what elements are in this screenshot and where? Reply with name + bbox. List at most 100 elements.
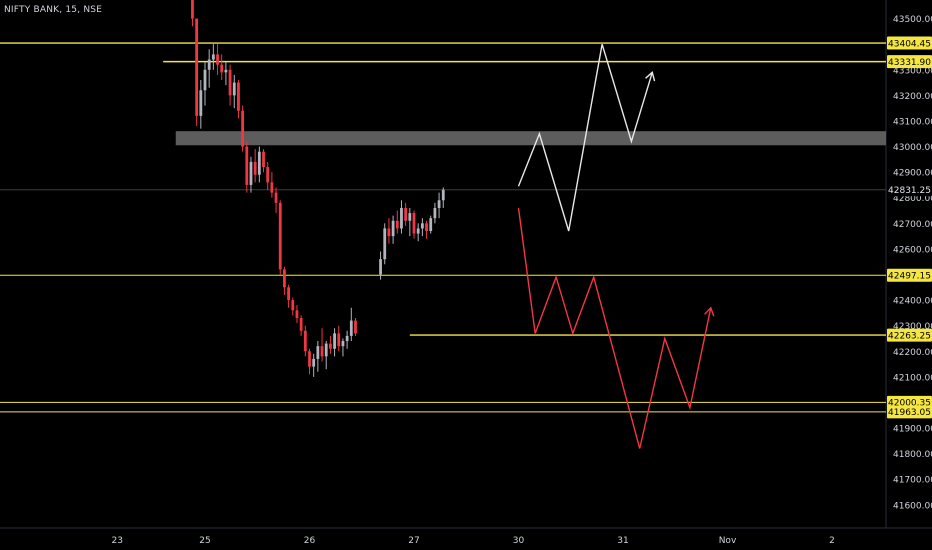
candle bbox=[433, 202, 437, 224]
candle-body bbox=[404, 207, 408, 221]
candle bbox=[278, 200, 282, 275]
level-price-label: 42000.35 bbox=[888, 399, 931, 409]
candle bbox=[420, 218, 424, 237]
candle bbox=[195, 18, 199, 127]
level-price-label: 41963.05 bbox=[888, 408, 931, 418]
candle bbox=[333, 328, 336, 357]
level-price-label: 43331.90 bbox=[888, 58, 931, 68]
candle bbox=[324, 341, 328, 370]
price-tick-label: 42800.00 bbox=[893, 194, 932, 204]
candle bbox=[274, 187, 278, 214]
chart-title: NIFTY BANK, 15, NSE bbox=[4, 5, 103, 15]
projection-arrowhead-up bbox=[645, 71, 656, 82]
price-tick-label: 41700.00 bbox=[893, 476, 932, 486]
candle-body bbox=[220, 64, 224, 73]
level-price-label-box bbox=[887, 36, 932, 50]
projection-path-down bbox=[517, 207, 712, 449]
candle bbox=[387, 218, 391, 244]
candle bbox=[224, 62, 228, 86]
candle bbox=[257, 146, 261, 183]
candle-body bbox=[425, 223, 428, 231]
projection-path-up bbox=[517, 43, 653, 232]
candle-body bbox=[257, 151, 261, 175]
candle bbox=[395, 210, 399, 234]
candle-body bbox=[337, 333, 341, 347]
candle-body bbox=[400, 207, 403, 229]
candle bbox=[228, 64, 232, 106]
candle bbox=[241, 105, 245, 152]
candle-body bbox=[441, 189, 445, 201]
candle-body bbox=[387, 228, 391, 237]
price-tick-label: 42400.00 bbox=[893, 297, 932, 307]
candle bbox=[207, 49, 211, 88]
candle bbox=[211, 44, 215, 70]
candle bbox=[400, 200, 403, 234]
candle bbox=[220, 54, 224, 81]
candle-body bbox=[391, 220, 395, 237]
candle bbox=[312, 353, 316, 377]
candle-body bbox=[287, 287, 290, 301]
candle bbox=[253, 149, 257, 183]
time-tick-label: 25 bbox=[199, 536, 210, 546]
candle-body bbox=[224, 69, 228, 73]
time-tick-label: Nov bbox=[719, 536, 737, 546]
candle bbox=[404, 202, 408, 226]
candle-body bbox=[299, 318, 303, 331]
candle-body bbox=[303, 330, 307, 352]
candle bbox=[303, 325, 307, 357]
candle-body bbox=[291, 300, 295, 311]
candle-body bbox=[429, 218, 433, 231]
price-tick-label: 43200.00 bbox=[893, 92, 932, 102]
candle-body bbox=[312, 358, 316, 367]
candle-body bbox=[262, 151, 265, 168]
candle-body bbox=[324, 343, 328, 357]
level-price-label-box bbox=[887, 55, 932, 69]
candle-body bbox=[199, 90, 203, 116]
candle-body bbox=[395, 220, 399, 229]
candle bbox=[412, 210, 416, 239]
candle bbox=[425, 220, 428, 239]
candle-body bbox=[316, 346, 320, 359]
candle bbox=[383, 223, 387, 265]
time-tick-label: 2 bbox=[829, 536, 835, 546]
candle-body bbox=[349, 320, 353, 336]
resistance-zone bbox=[175, 131, 887, 146]
price-tick-label: 42200.00 bbox=[893, 348, 932, 358]
price-tick-label: 41600.00 bbox=[893, 501, 932, 511]
candle bbox=[299, 315, 303, 336]
candle bbox=[416, 223, 420, 242]
candle-body bbox=[412, 213, 416, 234]
level-price-label: 43404.45 bbox=[888, 39, 931, 49]
candle-body bbox=[437, 200, 441, 208]
candle bbox=[329, 335, 332, 354]
candle-body bbox=[320, 346, 324, 357]
candle bbox=[203, 62, 207, 106]
candle bbox=[320, 328, 324, 362]
level-price-label-box bbox=[887, 405, 932, 419]
price-tick-label: 42900.00 bbox=[893, 169, 932, 179]
price-tick-label: 42300.00 bbox=[893, 322, 932, 332]
level-price-label: 42263.25 bbox=[888, 331, 931, 341]
candle bbox=[408, 207, 412, 237]
candle bbox=[262, 149, 265, 173]
candle-body bbox=[253, 161, 257, 175]
candle-body bbox=[249, 161, 253, 185]
price-tick-label: 41900.00 bbox=[893, 425, 932, 435]
candle-body bbox=[274, 192, 278, 203]
candle bbox=[341, 338, 345, 357]
level-price-label: 42497.15 bbox=[888, 272, 931, 282]
candle-body bbox=[408, 213, 412, 221]
candle bbox=[283, 266, 286, 295]
projection-arrowhead-down bbox=[704, 306, 715, 317]
candle-body bbox=[241, 110, 245, 147]
candle-body bbox=[283, 269, 286, 288]
candle bbox=[216, 44, 219, 75]
candle-body bbox=[420, 223, 424, 229]
candle bbox=[237, 80, 240, 119]
candle bbox=[354, 318, 357, 336]
price-tick-label: 43300.00 bbox=[893, 66, 932, 76]
level-price-label-box bbox=[887, 268, 932, 282]
candle-body bbox=[216, 54, 219, 65]
candle bbox=[429, 215, 433, 234]
